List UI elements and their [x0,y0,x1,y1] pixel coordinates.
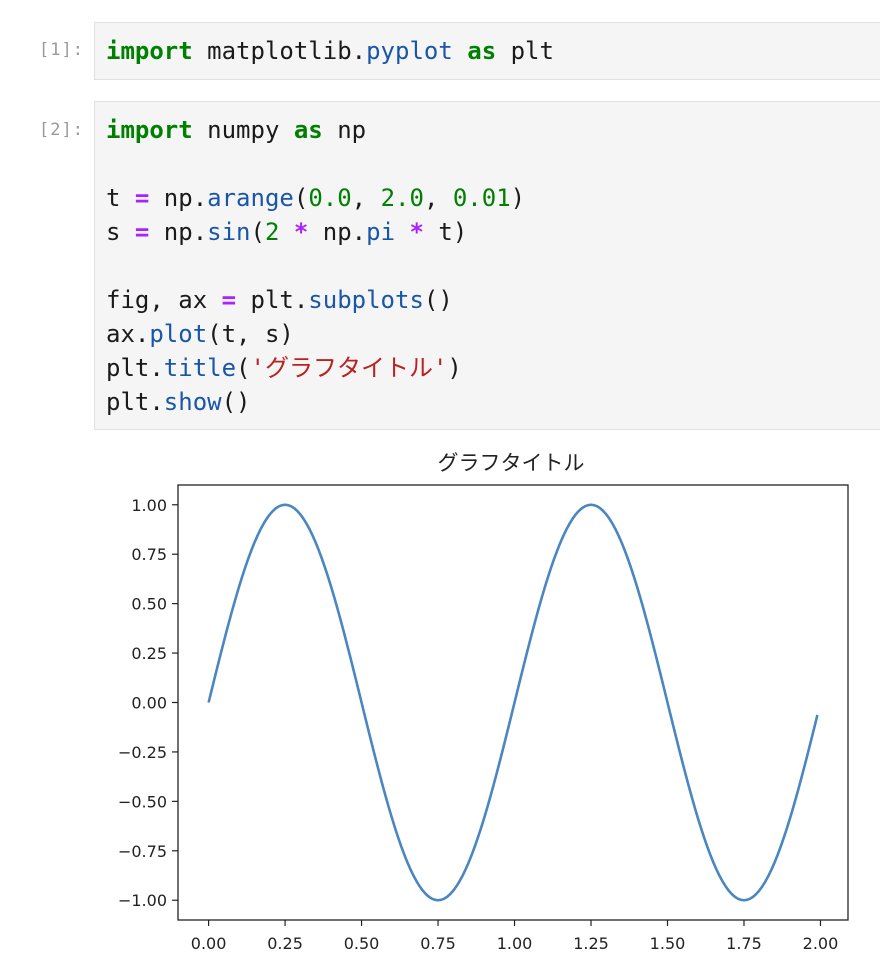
code-token: numpy [192,116,294,144]
code-line [106,249,880,283]
cell-1-input[interactable]: import matplotlib.pyplot as plt [94,22,880,80]
code-token: s [106,218,135,246]
sine-series-line [207,503,819,902]
y-tick-label: 0.50 [131,595,167,614]
code-token: = [134,184,150,212]
sine-chart: グラフタイトル 0.00 0.25 0.50 0.75 1.00 1.25 1.50 1.75… [118,451,849,953]
code-line: s = np.sin(2 * np.pi * t) [106,215,880,249]
code-token: show [163,388,222,416]
code-token [395,218,409,246]
cell-2-prompt: [2]: [39,120,84,140]
code-token: import [106,37,193,65]
code-token: (t, s) [207,320,294,348]
code-token: plot [149,320,208,348]
y-tick-label: −0.25 [118,743,167,762]
code-token: sin [207,218,251,246]
code-token: () [423,286,453,314]
x-tick-label: 1.00 [497,934,533,953]
code-token: = [221,286,237,314]
code-token: as [467,37,497,65]
code-token: plt. [236,286,309,314]
code-token: * [293,218,309,246]
y-tick-label: 1.00 [131,496,167,515]
code-line: import numpy as np [106,113,880,147]
code-line: ax.plot(t, s) [106,317,880,351]
code-token: np. [308,218,367,246]
code-token: import [106,116,193,144]
code-token: arange [207,184,294,212]
code-token: ) [510,184,526,212]
code-token: np. [149,218,208,246]
x-tick-label: 0.50 [344,934,380,953]
code-line [106,147,880,181]
code-token: ( [293,184,309,212]
code-token: title [163,354,237,382]
code-token: = [134,218,150,246]
code-token: plt. [106,388,164,416]
x-tick-label: 0.25 [267,934,303,953]
code-token: , [423,184,453,212]
code-token: ( [250,218,265,246]
cell-1-prompt: [1]: [39,40,84,60]
code-token: ax. [106,320,150,348]
code-token [279,218,293,246]
code-token: plt [496,37,554,65]
code-token: 2.0 [380,184,424,212]
x-tick-label: 1.25 [573,934,609,953]
code-token: , [351,184,381,212]
x-tick-label: 1.75 [726,934,762,953]
cell-2-input[interactable]: import numpy as np t = np.arange(0.0, 2.0… [94,101,880,430]
code-token: plt. [106,354,164,382]
cell-1-code[interactable]: import matplotlib.pyplot as plt [95,23,880,68]
x-tick-label: 2.00 [803,934,839,953]
code-line: fig, ax = plt.subplots() [106,283,880,317]
x-tick-label: 0.75 [420,934,456,953]
code-token: () [221,388,251,416]
y-tick-label: −0.75 [118,842,167,861]
code-token: pi [366,218,396,246]
chart-title: グラフタイトル [438,451,585,475]
y-tick-label: 0.75 [131,545,167,564]
x-tick-label: 1.50 [650,934,686,953]
x-tick-label: 0.00 [191,934,227,953]
code-token: np [322,116,367,144]
y-tick-label: 0.00 [131,694,167,713]
plot-frame [177,484,849,921]
cell-2-code[interactable]: import numpy as np t = np.arange(0.0, 2.0… [95,102,880,419]
code-line: plt.show() [106,385,880,419]
code-token: * [409,218,424,246]
code-token: as [293,116,323,144]
code-token [453,37,467,65]
code-line: import matplotlib.pyplot as plt [106,34,880,68]
code-token: 2 [264,218,280,246]
code-token: t [106,184,135,212]
code-token: np. [149,184,208,212]
code-line: t = np.arange(0.0, 2.0, 0.01) [106,181,880,215]
code-token: 0.01 [452,184,511,212]
code-token: fig, ax [106,286,222,314]
code-token: 0.0 [308,184,352,212]
code-token: matplotlib. [192,37,367,65]
code-token: 'グラフタイトル' [250,354,448,382]
code-token: ) [447,354,462,382]
y-tick-label: −0.50 [118,792,167,811]
code-line: plt.title('グラフタイトル') [106,351,880,385]
code-token: ( [236,354,251,382]
y-tick-label: −1.00 [118,891,167,910]
y-tick-label: 0.25 [131,644,167,663]
code-token: pyplot [366,37,453,65]
cell-2-output: グラフタイトル 0.00 0.25 0.50 0.75 1.00 1.25 1.50 1.75… [94,440,880,976]
code-token: subplots [308,286,424,314]
code-token: t) [423,218,468,246]
